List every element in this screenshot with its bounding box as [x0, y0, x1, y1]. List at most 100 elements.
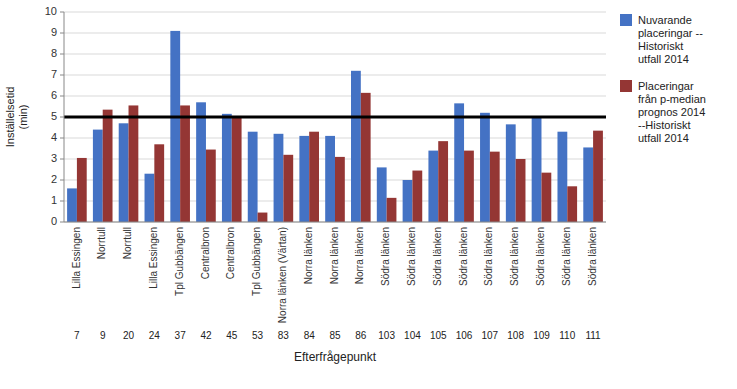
- grid-line: [64, 75, 606, 76]
- legend-label-line: utfall 2014: [638, 53, 689, 65]
- point-number: 85: [329, 330, 341, 341]
- y-axis: [64, 12, 65, 222]
- legend-label-line: Historiskt: [638, 40, 683, 52]
- y-tick: [60, 180, 64, 181]
- bar: [299, 136, 309, 222]
- bar: [516, 159, 526, 222]
- bar: [67, 188, 77, 222]
- grid-line: [64, 117, 606, 118]
- point-number: 105: [430, 330, 447, 341]
- bar: [428, 151, 438, 222]
- x-tick-label: Södra länken: [509, 227, 520, 286]
- legend-label-line: Nuvarande: [638, 14, 692, 26]
- x-tick-label: Norrtull: [122, 227, 133, 259]
- x-tick-label: Centralbron: [225, 227, 236, 279]
- bar: [248, 132, 258, 222]
- bar: [129, 105, 139, 222]
- bar: [351, 71, 361, 222]
- bar: [274, 134, 284, 222]
- x-tick-label: Tpl Gubbängen: [251, 227, 262, 296]
- y-ticks: 012345678910: [45, 5, 64, 227]
- point-number: 103: [378, 330, 395, 341]
- x-tick-label: Norra länken: [303, 227, 314, 284]
- bar: [490, 152, 500, 222]
- y-tick-label: 10: [45, 5, 57, 17]
- y-tick-label: 3: [51, 152, 57, 164]
- bar: [480, 113, 490, 222]
- y-axis-label-line: (min): [17, 104, 29, 129]
- point-number: 110: [559, 330, 575, 341]
- legend-swatch: [620, 14, 632, 26]
- point-number: 106: [456, 330, 473, 341]
- bar: [283, 155, 293, 222]
- y-tick: [60, 222, 64, 223]
- bar: [557, 132, 567, 222]
- legend-swatch: [620, 80, 632, 92]
- bar: [103, 110, 113, 222]
- grid: [64, 12, 606, 222]
- reference-line: [64, 116, 606, 119]
- point-number: 20: [123, 330, 135, 341]
- grid-line: [64, 54, 606, 55]
- y-tick-label: 4: [51, 131, 57, 143]
- y-axis-label-line: Inställelsetid: [4, 87, 16, 148]
- bar: [361, 93, 371, 222]
- bar: [93, 130, 103, 222]
- x-tick-label: Norrtull: [96, 227, 107, 259]
- bar: [412, 171, 422, 222]
- point-number: 37: [175, 330, 187, 341]
- bar: [464, 151, 474, 222]
- point-number: 42: [200, 330, 212, 341]
- x-tick-label: Norra länken (Värtan): [277, 227, 288, 323]
- y-tick: [60, 12, 64, 13]
- bar: [309, 132, 319, 222]
- legend-label-line: prognos 2014: [638, 106, 705, 118]
- legend-label-line: --Historiskt: [638, 119, 691, 131]
- y-tick-label: 6: [51, 89, 57, 101]
- y-tick: [60, 54, 64, 55]
- point-number: 108: [507, 330, 524, 341]
- y-tick-label: 5: [51, 110, 57, 122]
- bar: [258, 213, 268, 222]
- y-tick-label: 1: [51, 194, 57, 206]
- legend-label: Nuvarandeplaceringar --Historisktutfall …: [638, 14, 703, 65]
- bar: [154, 144, 164, 222]
- legend-label-line: från p-median: [638, 93, 706, 105]
- legend-label-line: Placeringar: [638, 80, 694, 92]
- bar: [180, 105, 190, 222]
- bar: [387, 198, 397, 222]
- bar: [593, 131, 603, 222]
- point-number: 45: [226, 330, 238, 341]
- point-number: 111: [585, 330, 601, 341]
- x-axis-label: Efterfrågepunkt: [294, 350, 377, 364]
- legend: Nuvarandeplaceringar --Historisktutfall …: [620, 14, 706, 144]
- bars: [67, 31, 603, 222]
- bar: [567, 186, 577, 222]
- bar: [377, 167, 387, 222]
- x-tick-label: Södra länken: [458, 227, 469, 286]
- bar: [77, 158, 87, 222]
- y-tick: [60, 75, 64, 76]
- bar: [532, 117, 542, 222]
- point-number: 109: [533, 330, 550, 341]
- point-number: 9: [100, 330, 106, 341]
- y-tick: [60, 96, 64, 97]
- bar: [541, 173, 551, 222]
- bar: [438, 141, 448, 222]
- point-number: 24: [149, 330, 161, 341]
- x-tick-label: Lilla Essingen: [148, 227, 159, 289]
- grid-line: [64, 96, 606, 97]
- x-tick-label: Centralbron: [200, 227, 211, 279]
- x-tick-label: Tpl Gubbängen: [174, 227, 185, 296]
- point-number: 84: [304, 330, 316, 341]
- grid-line: [64, 12, 606, 13]
- point-number: 83: [278, 330, 290, 341]
- x-axis: [64, 222, 606, 223]
- y-tick-label: 7: [51, 68, 57, 80]
- y-tick: [60, 33, 64, 34]
- x-tick-label: Södra länken: [587, 227, 598, 286]
- point-number: 86: [355, 330, 367, 341]
- point-number: 104: [404, 330, 421, 341]
- legend-label-line: utfall 2014: [638, 132, 689, 144]
- y-tick-label: 8: [51, 47, 57, 59]
